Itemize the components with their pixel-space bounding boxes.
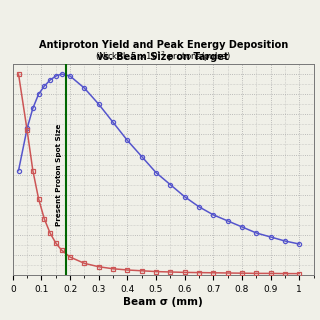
X-axis label: Beam σ (mm): Beam σ (mm) bbox=[123, 297, 203, 307]
Text: (Nickel, 5 $\times$10$^{12}$ protons/pulse): (Nickel, 5 $\times$10$^{12}$ protons/pul… bbox=[95, 49, 231, 64]
Title: Antiproton Yield and Peak Energy Deposition
vs. Beam Size on Target: Antiproton Yield and Peak Energy Deposit… bbox=[39, 40, 288, 62]
Text: Present Proton Spot Size: Present Proton Spot Size bbox=[56, 124, 62, 226]
